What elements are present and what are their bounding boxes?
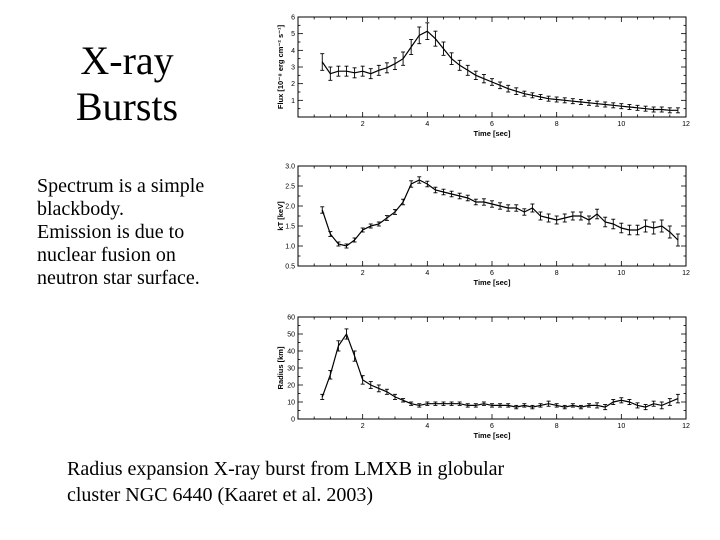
flux-plot-frame (297, 16, 687, 118)
y-tick-label: 50 (287, 332, 295, 339)
y-tick-label: 30 (287, 366, 295, 373)
y-tick-label: 5 (291, 31, 295, 38)
y-tick-label: 10 (287, 400, 295, 407)
y-tick-label: 2.5 (285, 184, 295, 191)
x-tick-label: 12 (682, 423, 690, 430)
y-tick-label: 1.5 (285, 224, 295, 231)
y-tick-label: 0.5 (285, 264, 295, 271)
x-axis-label: Time [sec] (474, 278, 511, 287)
x-axis-label: Time [sec] (474, 129, 511, 138)
slide-body-text: Spectrum is a simple blackbody. Emission… (37, 175, 252, 290)
caption-line: cluster NGC 6440 (Kaaret et al. 2003) (67, 484, 374, 506)
x-tick-label: 6 (490, 121, 494, 128)
flux-series-line (321, 30, 678, 111)
x-tick-label: 8 (555, 270, 559, 277)
x-tick-label: 2 (361, 270, 365, 277)
slide-title-line1: X-ray (80, 38, 174, 83)
y-tick-label: 2 (291, 81, 295, 88)
x-tick-label: 4 (425, 121, 429, 128)
x-tick-label: 8 (555, 423, 559, 430)
y-tick-label: 20 (287, 383, 295, 390)
y-tick-label: 3 (291, 65, 295, 72)
kt-series-line (321, 179, 679, 247)
body-line: nuclear fusion on (37, 244, 176, 266)
temperature-panel: 2 4 6 8 10 12 0.5 1.0 1.5 2.0 2.5 3.0 Time [sec] kT [… (276, 164, 690, 288)
y-axis-label: kT [keV] (276, 201, 285, 231)
y-tick-label: 6 (291, 15, 295, 22)
x-tick-label: 10 (617, 270, 625, 277)
x-tick-label: 4 (425, 270, 429, 277)
x-tick-label: 8 (555, 121, 559, 128)
radius-series-line (321, 332, 679, 408)
y-tick-label: 1.0 (285, 244, 295, 251)
x-tick-label: 12 (682, 270, 690, 277)
y-tick-label: 60 (287, 315, 295, 322)
x-tick-label: 10 (617, 121, 625, 128)
y-tick-label: 2.0 (285, 204, 295, 211)
body-line: Emission is due to (37, 221, 185, 243)
body-line: blackbody. (37, 198, 125, 220)
x-tick-label: 4 (425, 423, 429, 430)
y-tick-label: 3.0 (285, 164, 295, 171)
slide-title-line2: Bursts (75, 84, 179, 129)
x-axis-label: Time [sec] (474, 431, 511, 440)
caption-line: Radius expansion X-ray burst from LMXB i… (67, 458, 505, 480)
y-tick-label: 4 (291, 48, 295, 55)
x-tick-label: 10 (617, 423, 625, 430)
body-line: neutron star surface. (37, 267, 200, 289)
kt-plot-frame (297, 165, 687, 267)
y-axis-label: Flux [10⁻⁸ erg cm⁻² s⁻¹] (276, 24, 285, 109)
y-tick-label: 40 (287, 349, 295, 356)
x-tick-label: 2 (361, 121, 365, 128)
figure-caption: Radius expansion X-ray burst from LMXB i… (67, 456, 627, 508)
y-axis-label: Radius [km] (276, 346, 285, 389)
x-tick-label: 2 (361, 423, 365, 430)
x-tick-label: 12 (682, 121, 690, 128)
body-line: Spectrum is a simple (37, 175, 205, 197)
slide-title: X-ray Bursts (52, 38, 202, 130)
y-tick-label: 1 (291, 98, 295, 105)
x-tick-label: 6 (490, 270, 494, 277)
radius-panel: 2 4 6 8 10 12 0 10 20 30 40 50 60 Time [sec] Radius [k… (276, 315, 690, 441)
x-tick-label: 6 (490, 423, 494, 430)
y-tick-label: 0 (291, 417, 295, 424)
